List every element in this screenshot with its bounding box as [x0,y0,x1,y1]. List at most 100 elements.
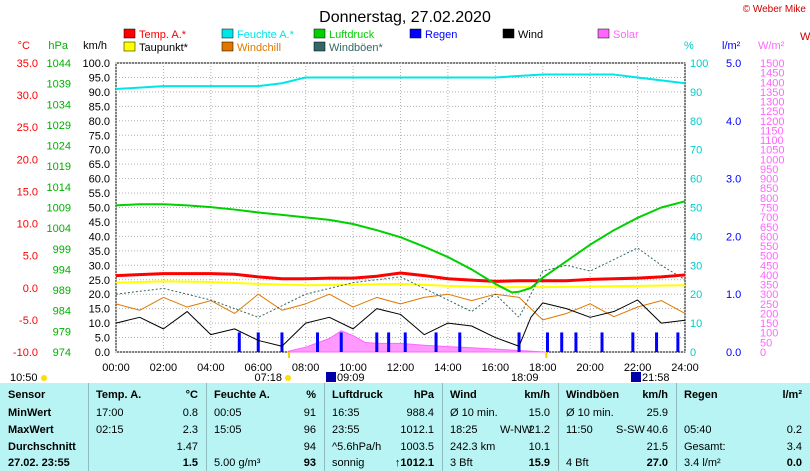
stats-divider [324,383,325,471]
temp-tick-label: 35.0 [17,58,38,70]
humidity-tick-label: 80 [690,116,702,128]
solar-tick-label: 500 [760,251,778,263]
wind-tick-label: 10.0 [89,318,110,330]
stats-header-wind: Wind [450,389,477,401]
pressure-unit-label: hPa [48,40,68,52]
wind-tick-label: 100.0 [82,58,110,70]
rain-bar [631,332,635,352]
stats-temp-label: 02:15 [96,424,124,436]
solar-tick-label: 1350 [760,87,784,99]
rain-bar [574,332,578,352]
x-tick-label: 06:00 [244,362,272,374]
rain-tick-label: 1.0 [726,289,741,301]
pressure-tick-label: 974 [53,347,71,359]
temp-tick-label: 30.0 [17,90,38,102]
stats-wind-value: 15.0 [528,407,550,419]
wind-tick-label: 45.0 [89,217,110,229]
pressure-tick-label: 1044 [47,58,71,70]
legend-label: Feuchte A.* [237,29,295,41]
stats-divider [206,383,207,471]
stats-divider [558,383,559,471]
rain-bar [655,332,659,352]
rain-bar [434,332,438,352]
stats-gust-label: 4 Bft [566,457,589,469]
rain-bar [403,332,407,352]
pressure-tick-label: 979 [53,326,71,338]
x-tick-label: 24:00 [671,362,699,374]
stats-humidity-label: 15:05 [214,424,242,436]
stats-unit-wind: km/h [524,389,550,401]
legend-label: Temp. A.* [139,29,187,41]
moonset-label: 21:58 [642,372,670,384]
solar-tick-label: 200 [760,308,778,320]
pressure-tick-label: 989 [53,285,71,297]
stats-wind-label: 18:25 [450,424,478,436]
rain-tick-label: 2.0 [726,231,741,243]
solar-tick-label: 950 [760,164,778,176]
wind-tick-label: 25.0 [89,275,110,287]
stats-gust-dir: S-SW [616,424,645,436]
wind-tick-label: 5.0 [95,333,110,345]
series-line-windben [115,247,686,318]
solar-tick-label: 1050 [760,145,784,157]
stats-rain-label: 05:40 [684,424,712,436]
solar-tick-label: 800 [760,193,778,205]
stats-wind-label: Ø 10 min. [450,407,498,419]
moonrise-label: 09:09 [337,372,365,384]
min-temp-time-label: 10:50 [10,372,38,384]
solar-tick-label: 400 [760,270,778,282]
legend-label: Windchill [237,42,281,54]
stats-gust-value: 27.0 [646,457,668,469]
rain-bar [560,332,564,352]
stats-humidity-value: 93 [303,457,316,469]
rain-bar [545,332,549,352]
legend-swatch [597,28,610,39]
wind-tick-label: 85.0 [89,101,110,113]
series-line-luftdruck [115,200,686,294]
solar-tick-label: 100 [760,328,778,340]
legend-label: Wind [518,29,543,41]
solar-tick-label: 650 [760,222,778,234]
rain-bar [387,332,391,352]
stats-header-sensor: Sensor [8,389,46,401]
legend-swatch [409,28,422,39]
rain-tick-label: 0.0 [726,347,741,359]
stats-wind-value: 10.1 [528,441,550,453]
humidity-unit-label: % [684,40,694,52]
pressure-tick-label: 1014 [47,182,71,194]
solar-tick-label: 50 [760,337,772,349]
stats-gust-label: 11:50 [566,424,593,436]
legend-swatch [313,41,326,52]
stats-rain-value: 0.2 [786,424,802,436]
stats-gust-value: 40.6 [646,424,668,436]
temp-tick-label: 20.0 [17,154,38,166]
stats-rain-value: 3.4 [786,441,802,453]
rain-tick-label: 4.0 [726,116,741,128]
stats-pressure-value: 988.4 [406,407,434,419]
stats-pressure-label: 23:55 [332,424,360,436]
moonrise-icon [326,372,336,382]
stats-temp-label: 17:00 [96,407,124,419]
stats-humidity-value: 91 [303,407,316,419]
temp-tick-label: 15.0 [17,186,38,198]
pressure-tick-label: 994 [53,264,71,276]
stats-sensor-label: 27.02. 23:55 [8,457,70,469]
wind-tick-label: 15.0 [89,304,110,316]
stats-humidity-label: 5.00 g/m³ [214,457,261,469]
w-unit-label: W [800,31,810,43]
stats-unit-rain: l/m² [782,389,802,401]
pressure-tick-label: 984 [53,306,71,318]
solar-tick-label: 1250 [760,106,784,118]
legend-swatch [221,41,234,52]
pressure-tick-label: 1004 [47,223,71,235]
series-line-tempa [115,271,686,283]
humidity-tick-label: 50 [690,203,702,215]
solar-tick-label: 300 [760,289,778,301]
pressure-tick-label: 999 [53,244,71,256]
humidity-tick-label: 0 [690,347,696,359]
pressure-tick-label: 1034 [47,99,71,111]
solar-tick-label: 850 [760,183,778,195]
solar-tick-label: 1100 [760,135,784,147]
stats-divider [676,383,677,471]
solar-tick-label: 1150 [760,125,784,137]
